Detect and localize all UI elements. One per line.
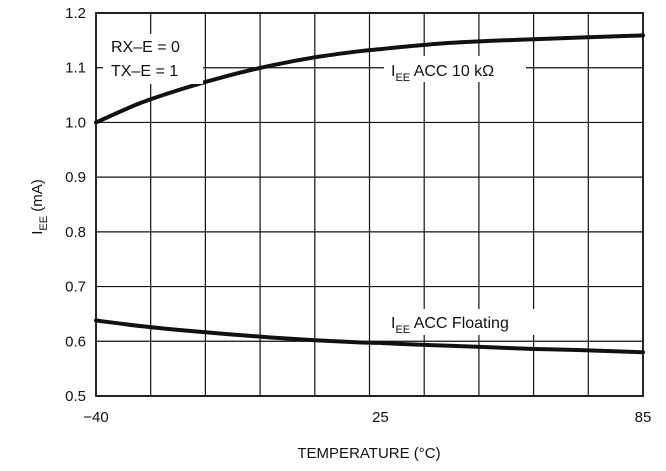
series-label-main: I bbox=[391, 63, 395, 80]
y-axis-label-main: I bbox=[29, 231, 46, 235]
series-lines bbox=[94, 33, 645, 355]
series-label-sub: EE bbox=[395, 324, 410, 336]
series-label-sub: EE bbox=[395, 72, 410, 84]
y-axis-label-unit: (mA) bbox=[29, 179, 46, 216]
y-tick-labels: 0.5 0.6 0.7 0.8 0.9 1.0 1.1 1.2 bbox=[65, 5, 86, 405]
x-tick-label: −40 bbox=[83, 409, 108, 426]
y-tick-label: 0.7 bbox=[65, 279, 86, 296]
conditions-backing bbox=[103, 34, 203, 84]
x-axis-label: TEMPERATURE (°C) bbox=[297, 445, 440, 462]
plot-frame bbox=[95, 12, 644, 397]
series-line-acc-10k bbox=[94, 33, 645, 125]
series-label-main: I bbox=[391, 315, 395, 332]
x-tick-label: 25 bbox=[372, 409, 389, 426]
series-label-rest: ACC 10 kΩ bbox=[410, 63, 494, 80]
y-tick-label: 1.0 bbox=[65, 114, 86, 131]
series-label-acc-10k: IEE ACC 10 kΩ bbox=[391, 63, 494, 84]
y-axis-label-sub: EE bbox=[38, 216, 50, 231]
y-tick-label: 0.8 bbox=[65, 224, 86, 241]
y-tick-label: 0.9 bbox=[65, 169, 86, 186]
y-tick-label: 0.6 bbox=[65, 333, 86, 350]
series-label-backing-2 bbox=[386, 309, 538, 335]
series-label-backing-1 bbox=[384, 56, 526, 82]
condition-rx: RX–E = 0 bbox=[111, 39, 180, 56]
y-axis-label: IEE (mA) bbox=[29, 179, 50, 235]
y-tick-label: 0.5 bbox=[65, 388, 86, 405]
series-label-acc-floating: IEE ACC Floating bbox=[391, 315, 509, 336]
y-tick-label: 1.1 bbox=[65, 60, 86, 77]
y-tick-label: 1.2 bbox=[65, 5, 86, 22]
x-tick-label: 85 bbox=[635, 409, 652, 426]
series-label-rest: ACC Floating bbox=[410, 315, 509, 332]
series-line-acc-floating bbox=[94, 318, 645, 355]
condition-tx: TX–E = 1 bbox=[111, 63, 178, 80]
x-tick-labels: −40 25 85 bbox=[83, 409, 651, 426]
